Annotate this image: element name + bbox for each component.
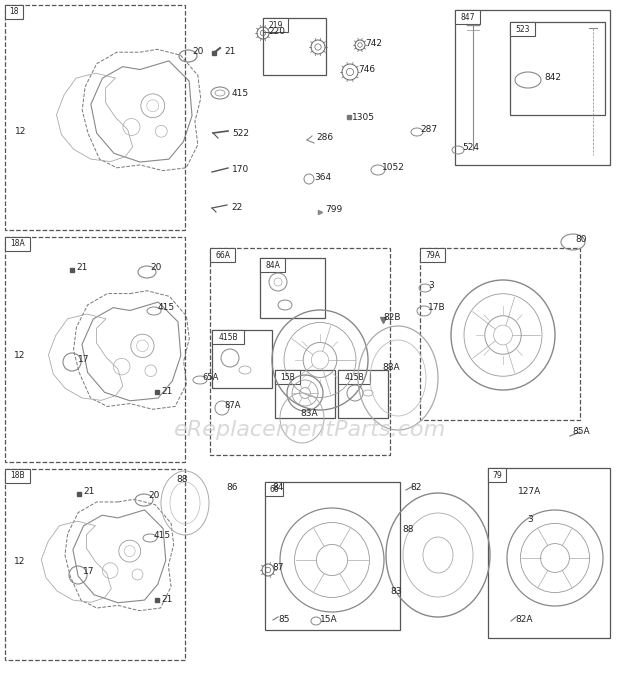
Text: 85: 85 <box>278 615 290 624</box>
Text: 88: 88 <box>176 475 187 484</box>
Text: 17: 17 <box>78 356 89 365</box>
Text: 219: 219 <box>268 21 283 30</box>
Text: 66A: 66A <box>215 250 230 259</box>
Text: 799: 799 <box>325 206 342 215</box>
Bar <box>275 370 300 384</box>
Bar <box>5 469 185 660</box>
Bar <box>455 10 610 165</box>
Text: 742: 742 <box>365 40 382 49</box>
Text: 170: 170 <box>232 166 249 175</box>
Text: 127A: 127A <box>518 487 541 496</box>
Text: 523: 523 <box>515 24 529 33</box>
Text: 746: 746 <box>358 66 375 75</box>
Bar <box>420 248 445 262</box>
Bar <box>338 370 388 418</box>
Text: 80: 80 <box>575 236 587 245</box>
Bar <box>5 5 185 230</box>
Text: 415: 415 <box>154 531 171 539</box>
Text: 18A: 18A <box>10 240 25 249</box>
Bar <box>265 482 283 496</box>
Bar <box>265 482 400 630</box>
Text: 20: 20 <box>148 491 159 500</box>
Text: 364: 364 <box>314 173 331 182</box>
Bar <box>263 18 288 32</box>
Text: 1052: 1052 <box>382 164 405 173</box>
Bar <box>210 248 235 262</box>
Bar <box>210 248 390 455</box>
Text: 88A: 88A <box>382 364 400 373</box>
Bar <box>488 468 610 638</box>
Text: 220: 220 <box>268 28 285 37</box>
Text: 84A: 84A <box>265 261 280 270</box>
Bar <box>275 370 335 418</box>
Text: 15A: 15A <box>320 615 338 624</box>
Bar <box>488 468 506 482</box>
Text: 21: 21 <box>83 487 94 496</box>
Text: 88: 88 <box>402 525 414 534</box>
Text: 82B: 82B <box>383 313 401 322</box>
Text: 12: 12 <box>15 128 27 137</box>
Text: 18B: 18B <box>10 471 25 480</box>
Bar <box>5 237 185 462</box>
Text: 12: 12 <box>14 557 25 566</box>
Bar <box>5 5 23 19</box>
Bar <box>338 370 370 384</box>
Text: 21: 21 <box>76 263 87 272</box>
Text: 842: 842 <box>544 73 561 82</box>
Text: 20: 20 <box>192 48 203 57</box>
Text: 17B: 17B <box>428 304 446 313</box>
Text: 83: 83 <box>390 588 402 597</box>
Bar <box>212 330 244 344</box>
Text: 415B: 415B <box>218 333 238 342</box>
Text: 287: 287 <box>420 125 437 134</box>
Text: 22: 22 <box>231 202 242 211</box>
Text: 17: 17 <box>83 568 94 577</box>
Text: 522: 522 <box>232 128 249 137</box>
Bar <box>5 237 30 251</box>
Text: 65A: 65A <box>202 374 218 383</box>
Bar <box>260 258 285 272</box>
Bar <box>510 22 535 36</box>
Text: 18: 18 <box>9 8 19 17</box>
Text: 83A: 83A <box>300 408 317 417</box>
Text: 3: 3 <box>428 281 434 290</box>
Text: 847: 847 <box>460 12 475 21</box>
Text: 85A: 85A <box>572 428 590 437</box>
Text: 415B: 415B <box>344 373 364 382</box>
Bar <box>263 18 326 75</box>
Text: 15B: 15B <box>280 373 295 382</box>
Text: 21: 21 <box>161 387 172 396</box>
Text: 86: 86 <box>226 484 237 493</box>
Text: 12: 12 <box>14 351 25 360</box>
Bar <box>5 469 30 483</box>
Bar <box>420 248 580 420</box>
Bar <box>260 258 325 318</box>
Text: 21: 21 <box>224 48 236 57</box>
Bar <box>455 10 480 24</box>
Text: 66: 66 <box>269 484 279 493</box>
Text: 415: 415 <box>158 304 175 313</box>
Text: 524: 524 <box>462 143 479 152</box>
Text: 79A: 79A <box>425 250 440 259</box>
Text: eReplacementParts.com: eReplacementParts.com <box>174 420 446 440</box>
Bar <box>212 330 272 388</box>
Text: 415: 415 <box>232 89 249 98</box>
Text: 82: 82 <box>410 482 422 491</box>
Text: 20: 20 <box>150 263 161 272</box>
Text: 82A: 82A <box>515 615 533 624</box>
Text: 87A: 87A <box>224 401 241 410</box>
Text: 87: 87 <box>272 563 283 572</box>
Text: 3: 3 <box>527 516 533 525</box>
Text: 79: 79 <box>492 471 502 480</box>
Text: 84: 84 <box>272 484 283 493</box>
Text: 21: 21 <box>161 595 172 604</box>
Text: 286: 286 <box>316 134 333 143</box>
Text: 1305: 1305 <box>352 114 375 123</box>
Bar <box>510 22 605 115</box>
